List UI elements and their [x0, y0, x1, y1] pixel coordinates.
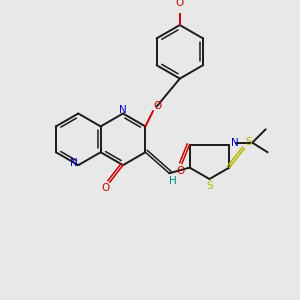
Text: S: S: [206, 181, 213, 191]
Text: O: O: [154, 101, 162, 111]
Text: O: O: [176, 0, 184, 8]
Text: O: O: [102, 183, 110, 193]
Text: O: O: [177, 167, 185, 176]
Text: N: N: [231, 138, 239, 148]
Text: H: H: [169, 176, 177, 186]
Text: S: S: [245, 137, 252, 147]
Text: N: N: [119, 105, 127, 115]
Text: N: N: [70, 158, 77, 168]
